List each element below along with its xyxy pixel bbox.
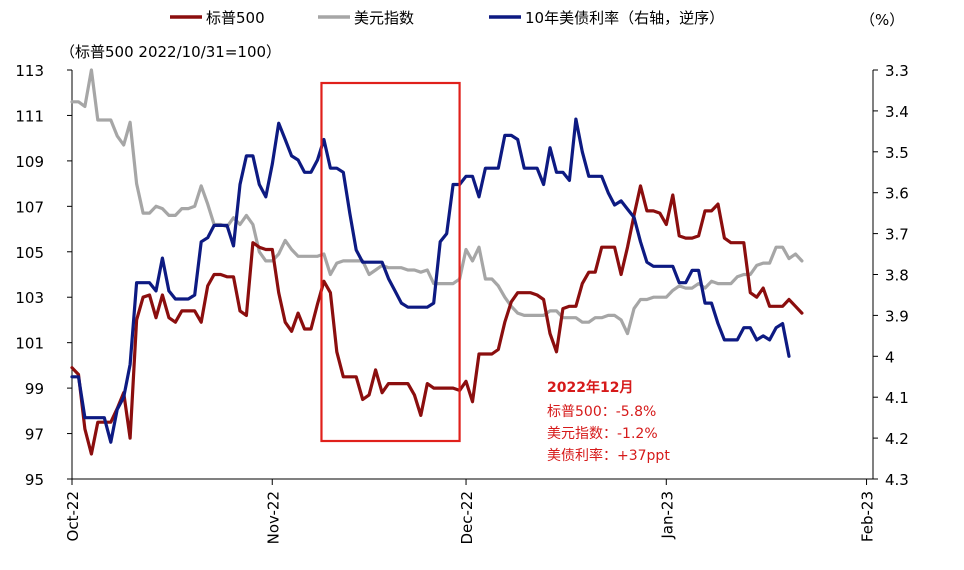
legend-item-spx: 标普500 bbox=[170, 9, 265, 27]
highlight-box bbox=[320, 81, 461, 443]
left-tick-label: 109 bbox=[15, 153, 44, 171]
legend-item-dxy: 美元指数 bbox=[318, 9, 414, 27]
x-tick-label: Oct-22 bbox=[64, 491, 82, 541]
series-layer bbox=[70, 68, 804, 456]
right-tick-label: 4.1 bbox=[885, 389, 909, 407]
right-tick-label: 3.4 bbox=[885, 103, 909, 121]
right-tick-label: 3.3 bbox=[885, 62, 909, 80]
right-tick-label: 3.9 bbox=[885, 307, 909, 325]
series-line-dxy bbox=[70, 68, 804, 336]
legend-label-ust10y: 10年美债利率（右轴，逆序） bbox=[525, 9, 724, 27]
series-line-ust10y bbox=[70, 117, 791, 444]
legend-label-dxy: 美元指数 bbox=[354, 9, 414, 27]
right-tick-label: 3.8 bbox=[885, 267, 909, 285]
right-tick-label: 3.5 bbox=[885, 144, 909, 162]
left-tick-label: 97 bbox=[25, 426, 44, 444]
annotation-line: 美债利率：+37ppt bbox=[547, 447, 670, 464]
right-tick-label: 3.7 bbox=[885, 226, 909, 244]
left-axis-label: （标普500 2022/10/31=100） bbox=[60, 43, 281, 61]
annotation-line: 美元指数：-1.2% bbox=[547, 426, 658, 442]
annotation-line: 标普500：-5.8% bbox=[547, 404, 656, 420]
series-line-spx bbox=[70, 184, 804, 456]
right-axis-label: （%） bbox=[860, 11, 904, 29]
right-tick-label: 4 bbox=[885, 348, 895, 366]
x-tick-label: Nov-22 bbox=[264, 491, 282, 544]
left-tick-label: 107 bbox=[15, 198, 44, 216]
left-tick-label: 103 bbox=[15, 289, 44, 307]
legend: 标普500 美元指数 10年美债利率（右轴，逆序） bbox=[170, 9, 724, 27]
x-tick-label: Jan-23 bbox=[658, 491, 676, 540]
left-tick-label: 105 bbox=[15, 244, 44, 262]
left-tick-label: 101 bbox=[15, 335, 44, 353]
highlight-layer bbox=[320, 81, 461, 443]
right-tick-label: 3.6 bbox=[885, 185, 909, 203]
x-tick-label: Feb-23 bbox=[859, 491, 877, 542]
annotation-title: 2022年12月 bbox=[547, 379, 633, 396]
left-tick-label: 99 bbox=[25, 380, 44, 398]
left-tick-label: 95 bbox=[25, 471, 44, 489]
right-tick-label: 4.2 bbox=[885, 430, 909, 448]
legend-label-spx: 标普500 bbox=[206, 9, 265, 27]
right-tick-label: 4.3 bbox=[885, 471, 909, 489]
left-tick-label: 111 bbox=[15, 107, 44, 125]
legend-item-ust10y: 10年美债利率（右轴，逆序） bbox=[489, 9, 724, 27]
x-tick-label: Dec-22 bbox=[458, 491, 476, 545]
left-tick-label: 113 bbox=[15, 62, 44, 80]
axes: 113 111 109 107 105 103 101 99 97 95 3.3 3.4 3.5 3.6 3… bbox=[15, 62, 909, 545]
